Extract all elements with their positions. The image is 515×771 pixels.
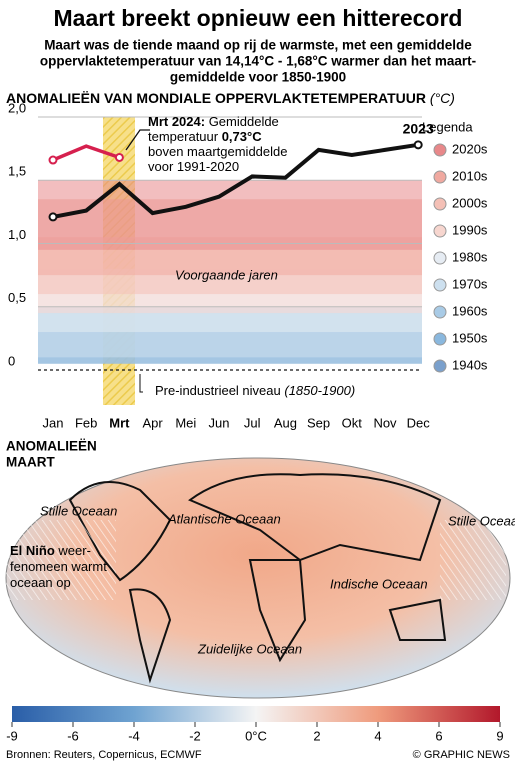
end-marker [114, 152, 124, 162]
colorbar-label: 4 [374, 728, 381, 743]
series-line [52, 142, 419, 219]
legend-label: 1960s [452, 303, 488, 318]
colorbar-label: -6 [67, 728, 79, 743]
baseline-italic: (1850-1900) [284, 383, 355, 398]
x-tick-label: Dec [407, 415, 431, 430]
legend-label: 1950s [452, 330, 488, 345]
x-tick-label: Mrt [109, 415, 130, 430]
legend-label: 2000s [452, 195, 488, 210]
series-label: 2023 [403, 121, 434, 137]
baseline-label: Pre-industrieel niveau (1850-1900) [155, 383, 355, 398]
x-tick-label: Nov [373, 415, 397, 430]
legend-swatch [433, 332, 447, 346]
annotation-line: Mrt 2024: Gemiddelde [148, 114, 279, 129]
colorbar-label: 0°C [245, 728, 267, 743]
elnino-hatch [440, 520, 506, 600]
annotation-line: voor 1991-2020 [148, 159, 239, 174]
legend-swatch [433, 359, 447, 373]
colorbar-label: -4 [128, 728, 140, 743]
legend-label: 1970s [452, 276, 488, 291]
y-tick-label: 0 [8, 353, 15, 368]
map-title: ANOMALIEËN [6, 439, 97, 454]
x-tick-label: Apr [142, 415, 163, 430]
background-label: Voorgaande jaren [175, 267, 278, 282]
legend-label: 1990s [452, 222, 488, 237]
y-tick-label: 2,0 [8, 100, 26, 115]
x-tick-label: Sep [307, 415, 330, 430]
colorbar [12, 706, 500, 722]
legend-swatch [433, 170, 447, 184]
y-tick-label: 1,5 [8, 164, 26, 179]
elnino-hatch [6, 520, 116, 600]
legend-swatch [433, 224, 447, 238]
baseline-text: Pre-industrieel niveau [155, 383, 281, 398]
annotation-part: 0,73°C [222, 129, 263, 144]
annotation-pointer [125, 129, 150, 151]
colorbar-label: 2 [313, 728, 320, 743]
map-title: MAART [6, 455, 55, 470]
map-label: Atlantische Oceaan [167, 511, 281, 526]
annotation-part: El Niño [10, 543, 55, 558]
x-tick-label: Jun [209, 415, 230, 430]
legend-swatch [433, 251, 447, 265]
annotation-part: boven maartgemiddelde [148, 144, 287, 159]
end-marker [48, 212, 58, 222]
y-tick-label: 0,5 [8, 290, 26, 305]
end-marker [413, 140, 423, 150]
x-tick-label: Aug [274, 415, 297, 430]
annotation-line: fenomeen warmt [10, 559, 107, 574]
annotation-line: boven maartgemiddelde [148, 144, 287, 159]
credit: © GRAPHIC NEWS [413, 749, 510, 761]
annotation-part: Gemiddelde [205, 114, 279, 129]
annotation-line: El Niño weer- [10, 543, 91, 558]
annotation-line: temperatuur 0,73°C [148, 129, 262, 144]
annotation-part: Mrt 2024: [148, 114, 205, 129]
subtitle: gemiddelde voor 1850-1900 [170, 70, 346, 85]
legend-label: 1980s [452, 249, 488, 264]
annotation-line: oceaan op [10, 575, 71, 590]
x-tick-label: Jan [43, 415, 64, 430]
unit: (°C) [430, 90, 455, 106]
colorbar-label: 6 [435, 728, 442, 743]
end-marker [48, 155, 58, 165]
subtitle: Maart was de tiende maand op rij de warm… [44, 38, 472, 53]
map-label: Zuidelijke Oceaan [197, 641, 302, 656]
baseline-pointer [139, 374, 143, 393]
title: Maart breekt opnieuw een hitterecord [54, 5, 463, 31]
x-tick-label: Mei [175, 415, 196, 430]
annotation-part: voor 1991-2020 [148, 159, 239, 174]
legend-label: 2010s [452, 168, 488, 183]
colorbar-label: -9 [6, 728, 18, 743]
colorbar-label: 9 [496, 728, 503, 743]
map-label: Stille Oceaan [40, 503, 117, 518]
annotation-part: weer- [55, 543, 91, 558]
chart-title-text: ANOMALIEËN VAN MONDIALE OPPERVLAKTETEMPE… [6, 90, 426, 106]
map-label: Indische Oceaan [330, 576, 428, 591]
annotation-part: oceaan op [10, 575, 71, 590]
x-tick-label: Okt [342, 415, 363, 430]
legend-swatch [433, 305, 447, 319]
legend-label: 1940s [452, 357, 488, 372]
legend-swatch [433, 278, 447, 292]
y-tick-label: 1,0 [8, 227, 26, 242]
x-tick-label: Feb [75, 415, 97, 430]
x-tick-label: Jul [244, 415, 261, 430]
map-label: Stille Oceaan [448, 513, 515, 528]
chart-title: ANOMALIEËN VAN MONDIALE OPPERVLAKTETEMPE… [6, 90, 455, 106]
subtitle: oppervlaktetemperatuur van 14,14°C - 1,6… [40, 54, 476, 69]
legend-title: Legenda [422, 119, 473, 134]
annotation-part: fenomeen warmt [10, 559, 107, 574]
continents [68, 473, 447, 684]
legend-label: 2020s [452, 141, 488, 156]
legend-swatch [433, 143, 447, 157]
annotation-part: temperatuur [148, 129, 222, 144]
colorbar-label: -2 [189, 728, 201, 743]
legend-swatch [433, 197, 447, 211]
series-line [52, 144, 120, 162]
source: Bronnen: Reuters, Copernicus, ECMWF [6, 749, 202, 761]
